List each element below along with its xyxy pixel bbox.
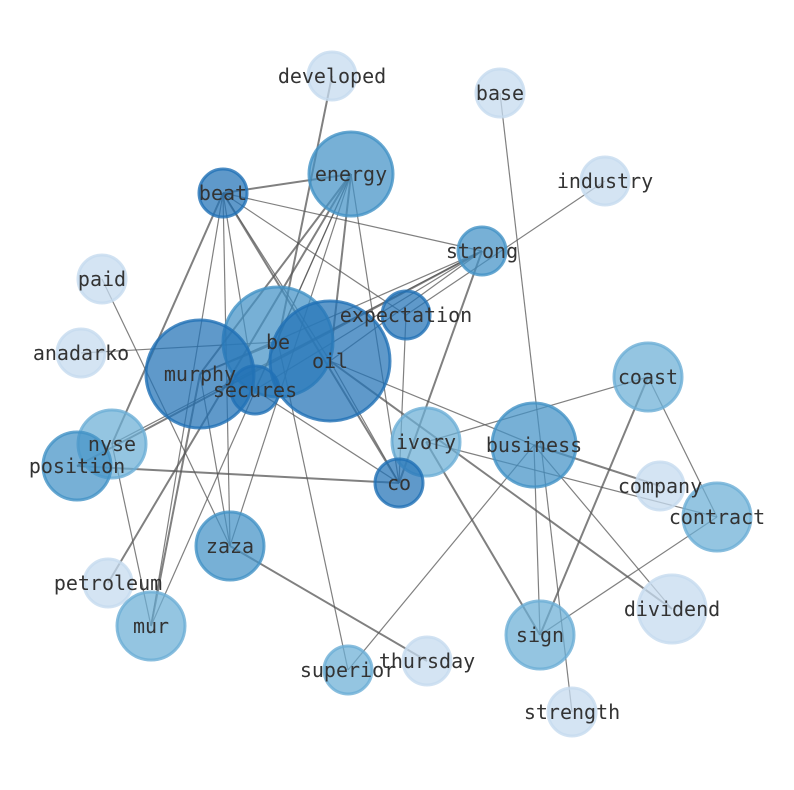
node-label-dividend: dividend [624, 597, 720, 621]
node-label-position: position [29, 454, 125, 478]
node-label-coast: coast [618, 365, 678, 389]
node-label-business: business [486, 433, 582, 457]
node-strength[interactable] [546, 686, 598, 738]
node-secures[interactable] [229, 364, 281, 416]
node-strong[interactable] [456, 225, 508, 277]
node-zaza[interactable] [194, 510, 266, 582]
node-ivory[interactable] [390, 406, 462, 478]
node-label-zaza: zaza [206, 534, 254, 558]
edge-beat-expectation [222, 192, 407, 316]
node-label-nyse: nyse [88, 432, 136, 456]
node-developed[interactable] [306, 50, 358, 102]
node-co[interactable] [373, 457, 425, 509]
edge-coast-sign [539, 376, 649, 636]
node-label-company: company [618, 474, 702, 498]
node-label-be: be [266, 330, 290, 354]
node-label-oil: oil [312, 349, 348, 373]
node-beat[interactable] [197, 167, 249, 219]
node-sign[interactable] [504, 599, 576, 671]
node-label-sign: sign [516, 623, 564, 647]
edge-beat-strong [222, 192, 483, 252]
edge-zaza-thursday [229, 545, 428, 662]
node-label-mur: mur [133, 614, 169, 638]
edge-ivory-sign [425, 441, 541, 636]
node-label-industry: industry [557, 169, 653, 193]
node-label-developed: developed [278, 64, 386, 88]
node-expectation[interactable] [380, 289, 432, 341]
node-coast[interactable] [612, 341, 684, 413]
node-superior[interactable] [322, 644, 374, 696]
node-label-energy: energy [315, 162, 387, 186]
node-energy[interactable] [307, 130, 395, 218]
node-dividend[interactable] [636, 573, 708, 645]
node-thursday[interactable] [401, 635, 453, 687]
node-petroleum[interactable] [82, 557, 134, 609]
node-anadarko[interactable] [55, 327, 107, 379]
edge-beat-nyse [111, 192, 224, 445]
node-position[interactable] [41, 430, 113, 502]
labels: developed base industry energy beat strong pai… [29, 64, 765, 724]
node-company[interactable] [634, 460, 686, 512]
node-label-anadarko: anadarko [33, 341, 129, 365]
node-label-expectation: expectation [340, 303, 472, 327]
node-label-base: base [476, 81, 524, 105]
node-label-murphy: murphy [164, 362, 236, 386]
node-label-beat: beat [199, 181, 247, 205]
node-business[interactable] [490, 401, 578, 489]
node-label-paid: paid [78, 267, 126, 291]
node-label-strength: strength [524, 700, 620, 724]
node-label-ivory: ivory [396, 430, 456, 454]
node-label-petroleum: petroleum [54, 571, 162, 595]
node-label-strong: strong [446, 239, 518, 263]
nodes [41, 50, 753, 738]
node-label-thursday: thursday [379, 649, 475, 673]
node-label-co: co [387, 471, 411, 495]
node-label-superior: superior [300, 658, 396, 682]
node-paid[interactable] [76, 253, 128, 305]
node-industry[interactable] [579, 155, 631, 207]
node-mur[interactable] [115, 590, 187, 662]
node-base[interactable] [474, 67, 526, 119]
node-contract[interactable] [681, 481, 753, 553]
node-oil[interactable] [268, 299, 392, 423]
edge-secures-co [254, 389, 400, 484]
node-label-secures: secures [213, 378, 297, 402]
node-label-contract: contract [669, 505, 765, 529]
